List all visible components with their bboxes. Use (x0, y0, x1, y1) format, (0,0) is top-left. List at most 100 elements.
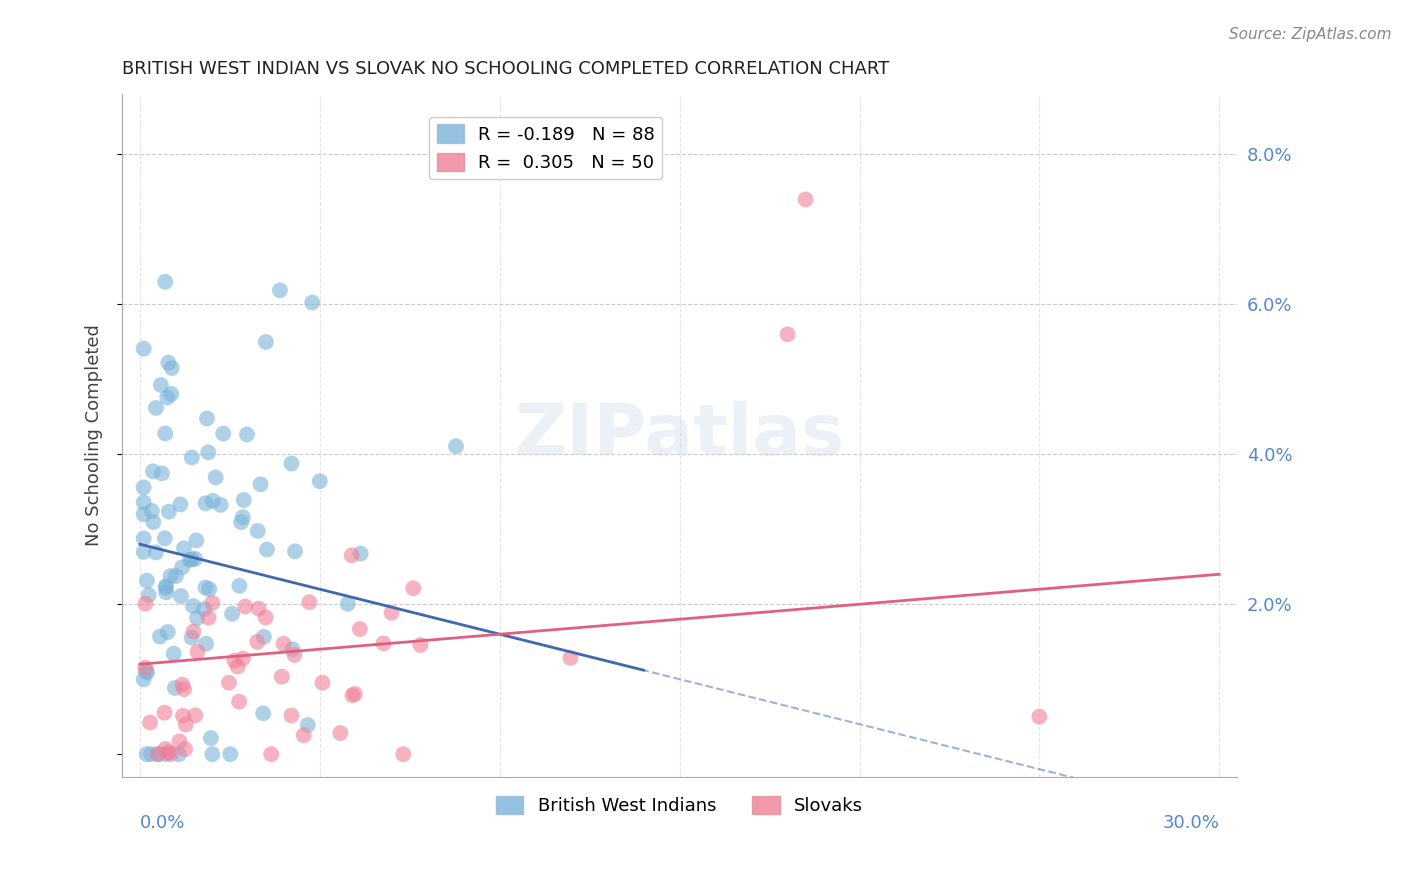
Text: Source: ZipAtlas.com: Source: ZipAtlas.com (1229, 27, 1392, 42)
Slovaks (292, 728, 315, 742)
Slovaks (139, 715, 162, 730)
British West Indians (204, 470, 226, 484)
Slovaks (329, 726, 352, 740)
British West Indians (280, 457, 302, 471)
Slovaks (157, 745, 180, 759)
British West Indians (201, 494, 224, 508)
British West Indians (254, 334, 277, 349)
British West Indians (209, 498, 232, 512)
British West Indians (149, 378, 172, 392)
British West Indians (155, 747, 177, 761)
Text: ZIPatlas: ZIPatlas (515, 401, 845, 470)
Slovaks (1028, 709, 1050, 723)
Slovaks (134, 660, 156, 674)
British West Indians (163, 647, 186, 661)
Slovaks (172, 708, 194, 723)
British West Indians (186, 611, 208, 625)
British West Indians (256, 542, 278, 557)
Slovaks (197, 610, 219, 624)
British West Indians (180, 552, 202, 566)
Slovaks (247, 601, 270, 615)
British West Indians (135, 574, 157, 588)
British West Indians (132, 532, 155, 546)
Slovaks (380, 606, 402, 620)
Slovaks (260, 747, 283, 761)
British West Indians (142, 464, 165, 478)
Slovaks (270, 670, 292, 684)
Y-axis label: No Schooling Completed: No Schooling Completed (86, 325, 103, 547)
British West Indians (142, 515, 165, 529)
British West Indians (138, 588, 160, 602)
Slovaks (224, 654, 246, 668)
Slovaks (283, 648, 305, 662)
Text: 30.0%: 30.0% (1163, 814, 1219, 832)
British West Indians (253, 630, 276, 644)
Slovaks (342, 688, 364, 702)
Legend: British West Indians, Slovaks: British West Indians, Slovaks (489, 789, 870, 822)
Slovaks (160, 747, 183, 761)
British West Indians (229, 515, 252, 529)
British West Indians (167, 747, 190, 761)
Slovaks (340, 549, 363, 563)
British West Indians (195, 411, 218, 425)
Slovaks (560, 651, 582, 665)
British West Indians (159, 569, 181, 583)
British West Indians (444, 439, 467, 453)
Slovaks (146, 747, 169, 761)
Slovaks (273, 637, 295, 651)
British West Indians (349, 547, 371, 561)
Slovaks (232, 651, 254, 665)
British West Indians (184, 551, 207, 566)
British West Indians (170, 560, 193, 574)
British West Indians (249, 477, 271, 491)
British West Indians (200, 731, 222, 745)
British West Indians (336, 597, 359, 611)
Slovaks (153, 706, 176, 720)
British West Indians (155, 426, 177, 441)
British West Indians (139, 747, 162, 761)
British West Indians (186, 533, 208, 548)
Slovaks (233, 599, 256, 614)
Slovaks (246, 635, 269, 649)
British West Indians (163, 681, 186, 695)
British West Indians (132, 480, 155, 494)
Slovaks (174, 742, 197, 756)
British West Indians (212, 426, 235, 441)
Slovaks (776, 327, 799, 342)
Slovaks (409, 638, 432, 652)
Slovaks (174, 717, 197, 731)
Slovaks (373, 636, 395, 650)
British West Indians (195, 637, 218, 651)
British West Indians (219, 747, 242, 761)
British West Indians (155, 585, 177, 599)
British West Indians (232, 493, 254, 508)
Text: BRITISH WEST INDIAN VS SLOVAK NO SCHOOLING COMPLETED CORRELATION CHART: BRITISH WEST INDIAN VS SLOVAK NO SCHOOLI… (122, 60, 890, 78)
British West Indians (198, 582, 221, 596)
Slovaks (298, 595, 321, 609)
Slovaks (183, 624, 205, 639)
British West Indians (132, 495, 155, 509)
British West Indians (145, 401, 167, 415)
Slovaks (186, 645, 208, 659)
Slovaks (349, 622, 371, 636)
British West Indians (132, 545, 155, 559)
British West Indians (197, 445, 219, 459)
British West Indians (132, 342, 155, 356)
British West Indians (156, 625, 179, 640)
British West Indians (132, 673, 155, 687)
Slovaks (392, 747, 415, 761)
British West Indians (135, 665, 157, 679)
British West Indians (194, 496, 217, 510)
Slovaks (402, 582, 425, 596)
Slovaks (169, 734, 191, 748)
British West Indians (201, 747, 224, 761)
British West Indians (193, 602, 215, 616)
British West Indians (155, 581, 177, 595)
British West Indians (132, 507, 155, 521)
Slovaks (311, 675, 333, 690)
British West Indians (156, 391, 179, 405)
British West Indians (150, 467, 173, 481)
Slovaks (173, 682, 195, 697)
British West Indians (232, 510, 254, 524)
British West Indians (180, 450, 202, 465)
